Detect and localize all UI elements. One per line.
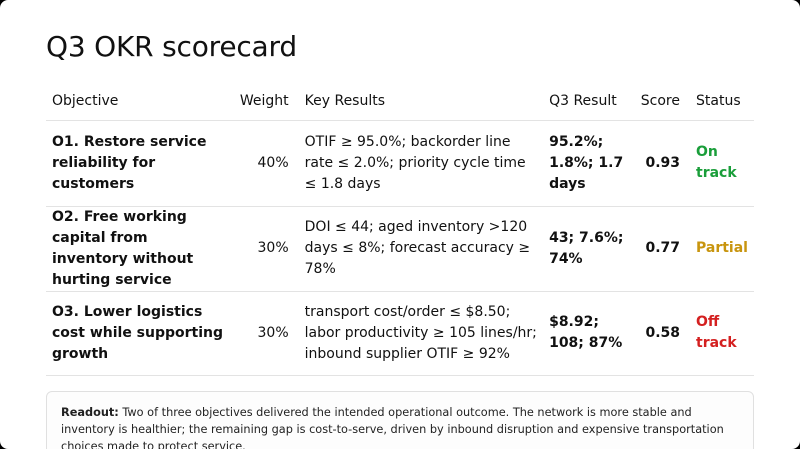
header-q3-result: Q3 Result [543,84,635,121]
readout-label: Readout: [61,406,119,419]
weight-cell: 40% [233,120,295,207]
status-badge: Partial [686,206,754,292]
table-row: O3. Lower logistics cost while supportin… [46,291,754,376]
score-cell: 0.58 [634,291,686,376]
header-objective: Objective [46,84,234,121]
header-key-results: Key Results [294,84,544,121]
objective-cell: O3. Lower logistics cost while supportin… [46,291,234,376]
key-results-cell: DOI ≤ 44; aged inventory >120 days ≤ 8%;… [294,206,544,292]
score-cell: 0.77 [634,206,686,292]
status-badge: On track [686,120,754,207]
header-status: Status [686,84,754,121]
result-cell: $8.92; 108; 87% [543,291,635,376]
okr-table: Objective Weight Key Results Q3 Result S… [46,84,754,376]
weight-cell: 30% [233,206,295,292]
key-results-cell: transport cost/order ≤ $8.50; labor prod… [294,291,544,376]
page-title: Q3 OKR scorecard [46,30,297,63]
readout-callout: Readout: Two of three objectives deliver… [46,391,754,449]
objective-cell: O2. Free working capital from inventory … [46,206,234,292]
objective-cell: O1. Restore service reliability for cust… [46,120,234,207]
readout-text: Two of three objectives delivered the in… [61,406,724,449]
result-cell: 95.2%; 1.8%; 1.7 days [543,120,635,207]
key-results-cell: OTIF ≥ 95.0%; backorder line rate ≤ 2.0%… [294,120,544,207]
table-header-row: Objective Weight Key Results Q3 Result S… [46,84,754,121]
table-row: O2. Free working capital from inventory … [46,206,754,292]
header-weight: Weight [233,84,295,121]
status-badge: Off track [686,291,754,376]
score-cell: 0.93 [634,120,686,207]
header-score: Score [634,84,686,121]
weight-cell: 30% [233,291,295,376]
table-row: O1. Restore service reliability for cust… [46,120,754,207]
result-cell: 43; 7.6%; 74% [543,206,635,292]
